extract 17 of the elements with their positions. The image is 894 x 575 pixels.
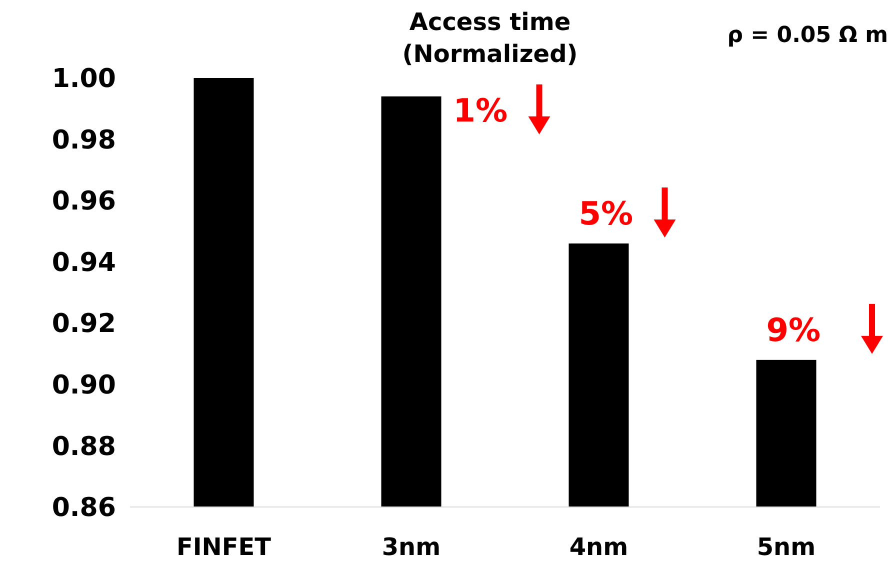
y-tick-label: 0.86	[52, 493, 116, 524]
y-tick-label: 0.90	[52, 370, 116, 401]
chart-title: Access time (Normalized)	[402, 8, 578, 68]
x-tick-label: 4nm	[569, 533, 628, 561]
x-tick-label: FINFET	[176, 533, 272, 561]
text: ρ = 0.05 Ω m	[727, 23, 888, 48]
x-tick-label: 5nm	[756, 533, 816, 561]
annotation: 9%	[766, 311, 821, 350]
y-tick-label: 0.92	[52, 309, 116, 340]
y-tick-label: 0.96	[52, 186, 116, 217]
annotation: 5%	[578, 194, 634, 233]
y-tick-label: 0.88	[52, 432, 116, 462]
y-tick-label: 0.98	[52, 125, 116, 156]
y-tick-label: 0.94	[52, 248, 116, 278]
x-tick-label: 3nm	[382, 533, 441, 561]
annotation: 1%	[453, 92, 508, 130]
y-tick-label: 1.00	[52, 64, 116, 94]
